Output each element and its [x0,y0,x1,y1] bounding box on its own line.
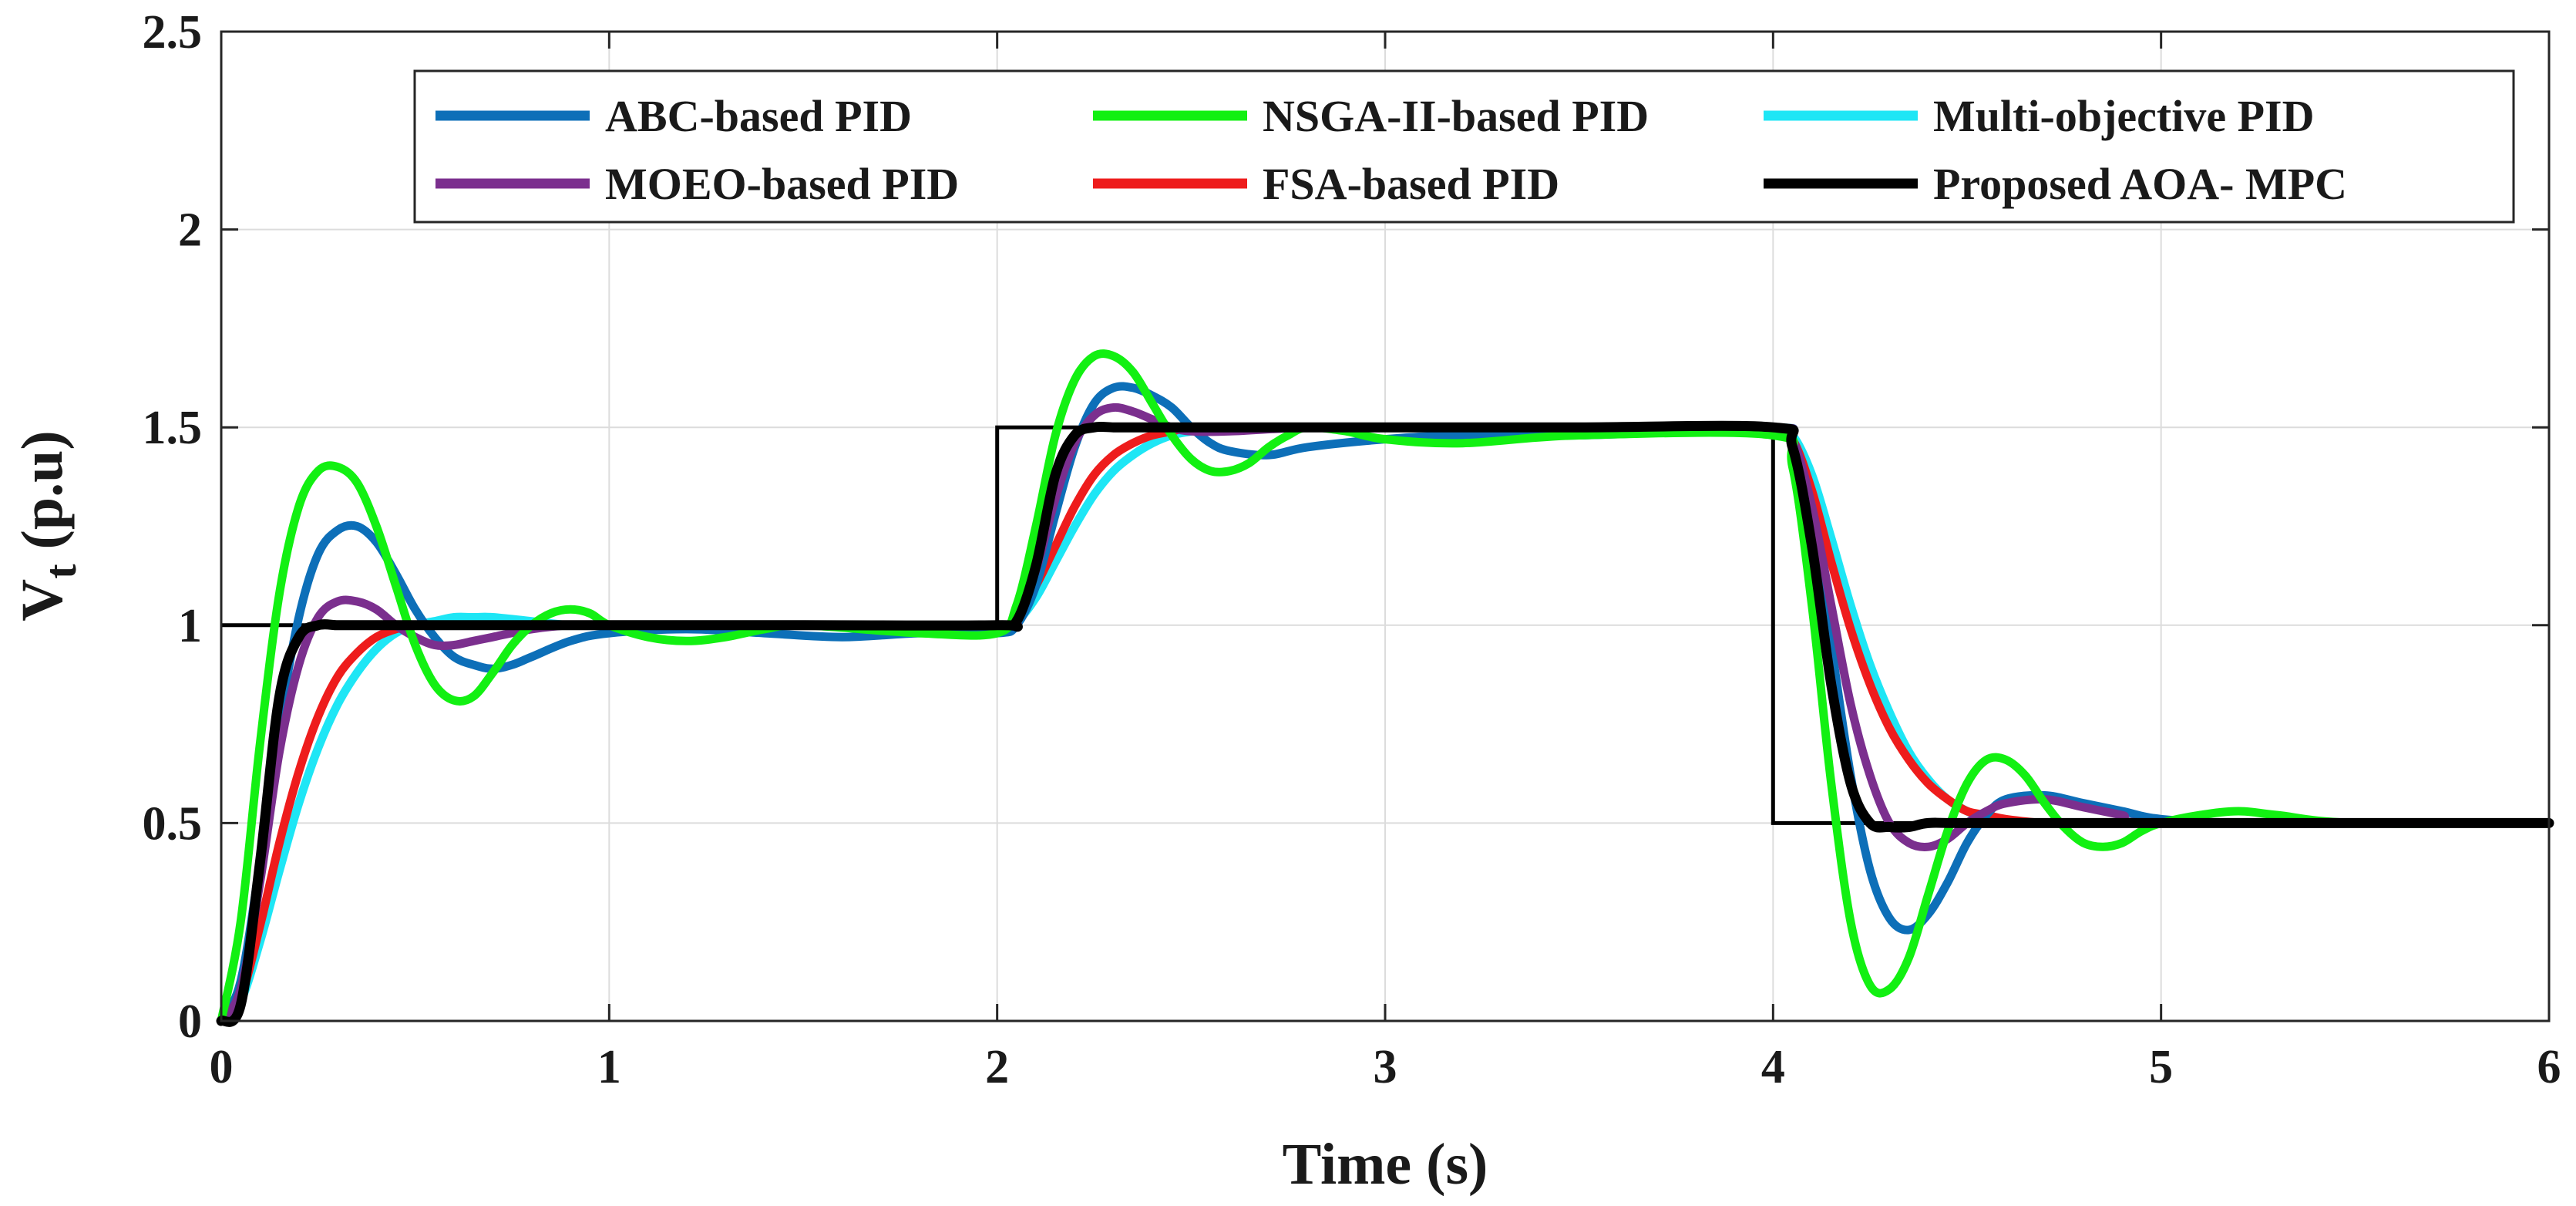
x-tick-label: 1 [597,1041,621,1093]
series-line-nsga-ii-based-pid [217,349,2554,1026]
series-line-abc-based-pid [217,382,2554,1026]
legend-label-abc-based-pid: ABC-based PID [605,91,912,141]
legend: ABC-based PID NSGA-II-based PID Multi-obje… [413,69,2515,224]
series-line-proposed-aoa-mpc [216,420,2554,1027]
plot-frame [220,30,2551,1022]
x-tick-label: 3 [1374,1041,1397,1093]
y-tick-label: 2.5 [143,6,203,59]
x-tick-label: 6 [2537,1041,2561,1093]
legend-box [413,69,2515,224]
y-tick-label: 0 [178,995,202,1048]
y-axis-label-subscript: t [35,564,86,579]
y-tick-label: 0.5 [143,797,203,850]
legend-label-fsa-based-pid: FSA-based PID [1263,159,1559,209]
legend-label-proposed-aoa-mpc: Proposed AOA- MPC [1933,159,2347,209]
y-tick-label: 2 [178,204,202,257]
legend-label-nsga-ii-based-pid: NSGA-II-based PID [1263,91,1649,141]
legend-label-multi-objective-pid: Multi-objective PID [1933,91,2314,141]
y-tick-label: 1 [178,600,202,652]
y-tick-label: 1.5 [143,402,203,454]
x-tick-label: 0 [210,1041,234,1093]
x-tick-label: 2 [985,1041,1009,1093]
axis-ticks: 0 1 2 3 4 5 6 0 0.5 1 1.5 2 2.5 [143,6,2561,1093]
x-axis-label: Time (s) [1283,1132,1488,1197]
y-axis-label: Vt (p.u) [10,430,86,621]
y-axis-label-main: V [10,579,75,622]
x-tick-label: 4 [1761,1041,1785,1093]
series-lines [216,349,2554,1027]
legend-label-moeo-based-pid: MOEO-based PID [605,159,959,209]
x-tick-label: 5 [2149,1041,2173,1093]
series-line-fsa-based-pid [217,422,2554,1026]
y-axis-label-units: (p.u) [10,430,75,564]
